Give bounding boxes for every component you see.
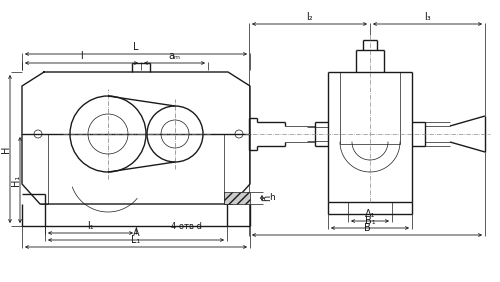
Text: l₁: l₁ — [87, 221, 94, 231]
Text: B: B — [364, 223, 370, 233]
Text: l₃: l₃ — [424, 12, 431, 22]
Text: A₁: A₁ — [365, 209, 375, 219]
Text: H: H — [1, 145, 11, 153]
Text: L: L — [133, 42, 139, 52]
Text: l: l — [80, 51, 83, 61]
Text: h: h — [262, 195, 272, 201]
Text: h: h — [269, 193, 275, 202]
Text: L₁: L₁ — [132, 235, 140, 245]
Text: H₁: H₁ — [11, 174, 21, 186]
Text: l₂: l₂ — [306, 12, 313, 22]
Text: B₁: B₁ — [364, 216, 376, 226]
Bar — [224, 192, 250, 204]
Text: 4 отв d: 4 отв d — [171, 222, 202, 231]
Text: A: A — [132, 228, 140, 238]
Text: aₘ: aₘ — [168, 51, 180, 61]
